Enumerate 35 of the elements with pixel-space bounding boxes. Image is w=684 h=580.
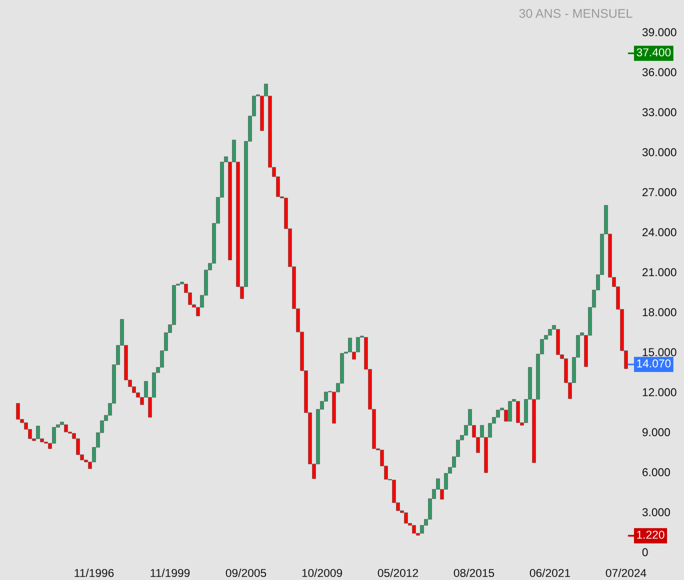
x-tick-label: 06/2021 (530, 568, 570, 578)
y-tick-label: 21.000 (642, 268, 676, 276)
bar (16, 403, 20, 420)
x-tick-label: 07/2024 (606, 568, 646, 578)
bar (412, 525, 416, 534)
bar (516, 401, 520, 423)
bar (556, 329, 560, 355)
text: 30 ANS - MENSUEL (519, 9, 632, 18)
x-tick-label: 11/1999 (150, 568, 190, 578)
ref-line-label: 37.400 (636, 48, 671, 56)
x-tick-label: 09/2005 (226, 568, 266, 578)
y-tick-label: 18.000 (642, 308, 676, 316)
x-tick-label: 11/1996 (74, 568, 114, 578)
y-tick-label: 6.000 (642, 468, 670, 476)
bar (548, 329, 552, 336)
y-tick-label: 36.000 (642, 68, 676, 76)
y-tick-label: 12.000 (642, 388, 676, 396)
bar (508, 401, 512, 422)
y-tick-label: 9.000 (642, 428, 670, 436)
x-tick-label: 08/2015 (454, 568, 494, 578)
ref-line-label: 1.220 (637, 530, 664, 539)
y-tick-label: 33.000 (642, 108, 676, 116)
bar (64, 424, 68, 432)
y-tick-label: 24.000 (642, 228, 676, 236)
x-tick-label: 05/2012 (378, 568, 418, 578)
bar (36, 426, 40, 439)
y-tick-label: 3.000 (642, 508, 670, 516)
x-tick-label: 10/2009 (302, 568, 342, 578)
y-tick-label: 39.000 (642, 28, 676, 36)
y-tick-label: 27.000 (642, 188, 676, 196)
bar (404, 512, 408, 524)
y-tick-label: 0 (642, 548, 648, 556)
y-tick-label: 15.000 (642, 348, 676, 356)
ref-line-label: 14.070 (637, 359, 671, 368)
y-tick-label: 30.000 (642, 148, 676, 156)
